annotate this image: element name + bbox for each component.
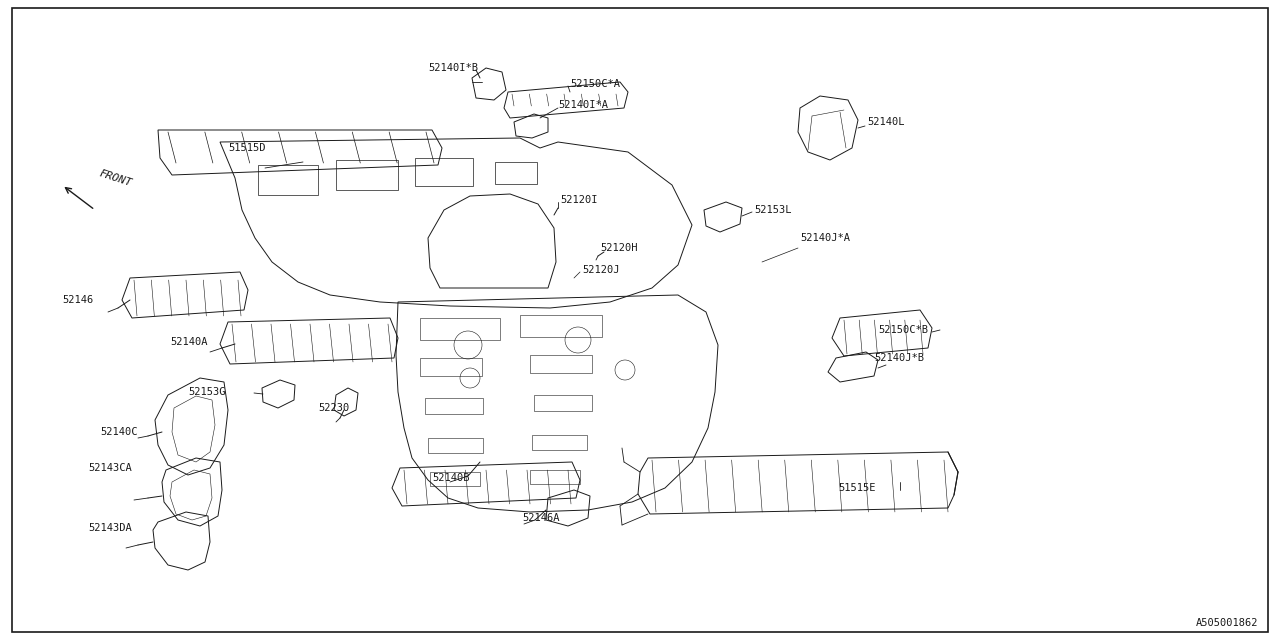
Text: 52140J*B: 52140J*B xyxy=(874,353,924,363)
Text: 52120J: 52120J xyxy=(582,265,620,275)
Text: 52140I*A: 52140I*A xyxy=(558,100,608,110)
Text: 52140J*A: 52140J*A xyxy=(800,233,850,243)
Text: 52140I*B: 52140I*B xyxy=(428,63,477,73)
Text: 52150C*B: 52150C*B xyxy=(878,325,928,335)
Text: 52140C: 52140C xyxy=(100,427,137,437)
Text: 52143CA: 52143CA xyxy=(88,463,132,473)
Text: 52146: 52146 xyxy=(61,295,93,305)
Text: 52150C*A: 52150C*A xyxy=(570,79,620,89)
Text: 52153G: 52153G xyxy=(188,387,225,397)
Text: 52146A: 52146A xyxy=(522,513,559,523)
Text: 52153L: 52153L xyxy=(754,205,791,215)
Text: FRONT: FRONT xyxy=(99,168,133,188)
Text: 52230: 52230 xyxy=(317,403,349,413)
Text: 52140L: 52140L xyxy=(867,117,905,127)
Text: 52140B: 52140B xyxy=(433,473,470,483)
Text: 52120I: 52120I xyxy=(561,195,598,205)
Text: 52120H: 52120H xyxy=(600,243,637,253)
Text: A505001862: A505001862 xyxy=(1196,618,1258,628)
Text: 52143DA: 52143DA xyxy=(88,523,132,533)
Text: 51515D: 51515D xyxy=(228,143,265,153)
Text: 51515E: 51515E xyxy=(838,483,876,493)
Text: 52140A: 52140A xyxy=(170,337,207,347)
